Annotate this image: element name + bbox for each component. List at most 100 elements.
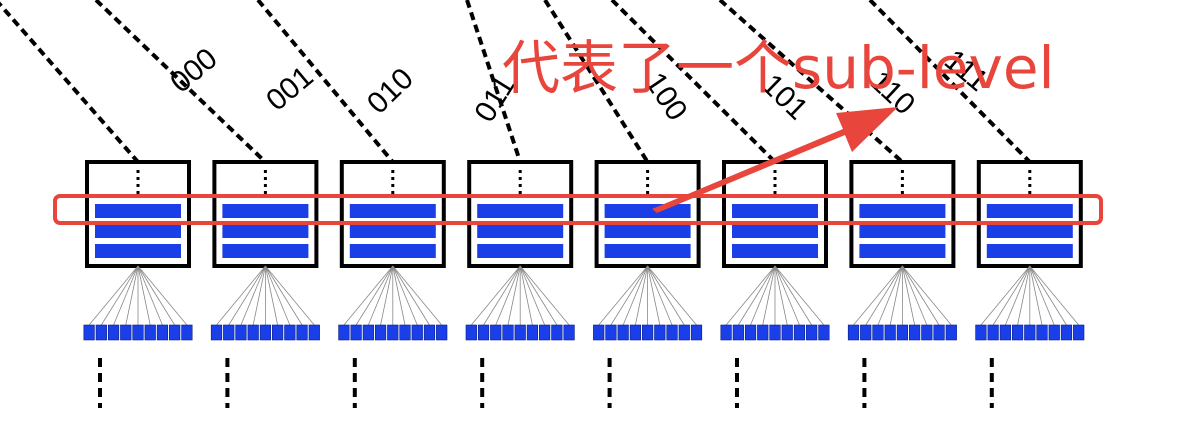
leaf-cell xyxy=(769,324,781,341)
leaf-cell xyxy=(975,324,987,341)
leaf-cell xyxy=(502,324,514,341)
fan-line xyxy=(137,265,188,326)
leaf-cell xyxy=(872,324,884,341)
leaf-cell xyxy=(223,324,235,341)
fan-line xyxy=(137,265,176,326)
fan-line xyxy=(495,265,521,326)
leaf-cell xyxy=(806,324,818,341)
leaf-cell xyxy=(374,324,387,341)
fan-line xyxy=(980,265,1031,326)
leaf-cell xyxy=(678,324,690,341)
leaf-cell xyxy=(896,324,909,341)
fan-line xyxy=(137,265,151,326)
dashed-edge-110 xyxy=(718,0,904,164)
leaf-cell xyxy=(526,324,539,341)
fan-line xyxy=(865,265,903,326)
leaf-cell xyxy=(666,324,678,341)
node-101 xyxy=(722,160,828,268)
fan-line xyxy=(343,265,394,326)
fan-line xyxy=(902,265,916,326)
leaf-row-011 xyxy=(465,324,575,341)
fan-line xyxy=(902,265,952,326)
fan-line xyxy=(762,265,776,326)
leaf-cell xyxy=(387,324,399,341)
leaf-cell xyxy=(296,324,308,341)
fan-line xyxy=(240,265,266,326)
fan-line xyxy=(992,265,1031,326)
branch-label-000: 000 xyxy=(164,42,224,99)
fan-line xyxy=(355,265,394,326)
leaf-cell xyxy=(1060,324,1073,341)
data-block-2 xyxy=(95,224,181,238)
dashed-edge-010 xyxy=(256,0,395,164)
data-block-3 xyxy=(732,244,818,258)
node-111 xyxy=(976,160,1083,268)
fan-line xyxy=(598,265,648,326)
leaf-cell xyxy=(272,324,284,341)
fan-line xyxy=(380,265,394,326)
sub-level-highlight xyxy=(53,194,1103,225)
data-block-2 xyxy=(986,224,1073,238)
dashed-edge-100 xyxy=(543,0,650,164)
leaf-cell xyxy=(1024,324,1036,341)
leaf-cell xyxy=(95,324,107,341)
leaf-cell xyxy=(1036,324,1048,341)
leaf-cell xyxy=(247,324,259,341)
fan-line xyxy=(392,265,418,326)
leaf-cell xyxy=(933,324,945,341)
parent-edges xyxy=(0,0,1032,164)
data-block-3 xyxy=(604,244,691,258)
leaf-cell xyxy=(884,324,896,341)
fan-line xyxy=(392,265,442,326)
data-block-1 xyxy=(222,204,309,218)
leaf-row-111 xyxy=(975,324,1085,341)
leaf-cell xyxy=(818,324,830,341)
fan-line xyxy=(507,265,521,326)
annotation-label: 代表了一个sub-level xyxy=(502,34,1055,102)
branch-label-001: 001 xyxy=(260,60,320,117)
leaf-cell xyxy=(436,324,448,341)
fan-line xyxy=(1029,265,1067,326)
data-block-2 xyxy=(859,224,946,238)
data-block-3 xyxy=(986,244,1073,258)
leaf-cell xyxy=(490,324,502,341)
data-block-3 xyxy=(477,244,564,258)
data-block-1 xyxy=(604,204,691,218)
data-block-1 xyxy=(349,204,436,218)
data-block-1 xyxy=(986,204,1073,218)
leaf-cell xyxy=(235,324,247,341)
leaf-cell xyxy=(629,324,641,341)
fan-line xyxy=(1004,265,1031,326)
leaf-cell xyxy=(83,324,95,341)
fan-line xyxy=(1029,265,1055,326)
fan-line xyxy=(265,265,315,326)
fan-line xyxy=(125,265,139,326)
leaf-row-000 xyxy=(83,324,193,341)
fan-line xyxy=(392,265,406,326)
fan-line xyxy=(519,265,558,326)
leaf-cell xyxy=(156,324,169,341)
fan-line xyxy=(774,265,825,326)
fan-line xyxy=(113,265,139,326)
fan-line xyxy=(216,265,266,326)
leaf-cell xyxy=(350,324,362,341)
leaf-cell xyxy=(539,324,551,341)
leaf-cell xyxy=(593,324,605,341)
leaf-cell xyxy=(1011,324,1024,341)
fan-line xyxy=(519,265,570,326)
leaf-cell xyxy=(720,324,732,341)
data-block-3 xyxy=(859,244,946,258)
fan-line xyxy=(392,265,430,326)
fan-line xyxy=(750,265,776,326)
leaf-cell xyxy=(465,324,477,341)
leaf-cell xyxy=(744,324,757,341)
leaf-row-100 xyxy=(593,324,703,341)
fan-line xyxy=(1029,265,1043,326)
fan-line xyxy=(647,265,661,326)
leaf-cell xyxy=(362,324,374,341)
fan-line xyxy=(88,265,139,326)
child-fans xyxy=(88,265,1079,326)
data-block-1 xyxy=(477,204,564,218)
fan-line xyxy=(610,265,648,326)
